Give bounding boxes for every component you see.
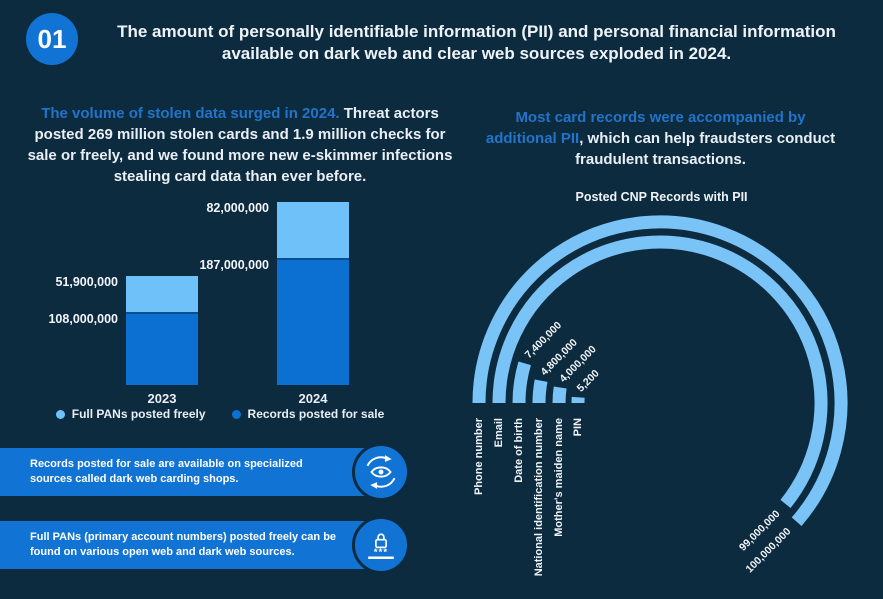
bar-segment-posted-for-sale: [126, 311, 198, 385]
left-intro-highlight: The volume of stolen data surged in 2024…: [41, 105, 340, 122]
callout-full-pans-text: Full PANs (primary account numbers) post…: [30, 531, 337, 558]
radial-arc: [492, 235, 828, 508]
radial-arc: [472, 215, 848, 526]
radial-category-label: Phone number: [473, 417, 485, 495]
left-intro-paragraph: The volume of stolen data surged in 2024…: [20, 103, 460, 187]
page-title: The amount of personally identifiable in…: [90, 21, 863, 64]
callout-full-pans: Full PANs (primary account numbers) post…: [0, 521, 392, 569]
radial-chart-title: Posted CNP Records with PII: [575, 190, 748, 204]
radial-category-label: Mother's maiden name: [553, 418, 565, 537]
right-intro-rest: , which can help fraudsters conduct frau…: [575, 130, 836, 168]
legend-dot-icon: [55, 409, 65, 419]
bar-category-label: 2024: [298, 391, 328, 406]
bar-category-label: 2023: [147, 391, 177, 406]
radial-arc: [512, 361, 531, 404]
legend-label: Records posted for sale: [247, 407, 385, 421]
legend-item: Full PANs posted freely: [55, 407, 206, 421]
radial-category-label: PIN: [572, 418, 584, 436]
bar-value-label: 187,000,000: [199, 257, 269, 272]
chart-legend: Full PANs posted freely Records posted fo…: [40, 407, 400, 421]
callout-records-for-sale: Records posted for sale are available on…: [0, 448, 392, 496]
svg-text:***: ***: [374, 547, 388, 558]
stacked-bar-chart: 108,000,000 51,900,000 2023 187,000,000 82,0…: [40, 195, 400, 430]
radial-arc: [552, 386, 567, 404]
right-intro-highlight: Most card records were accompanied by ad…: [485, 109, 806, 147]
bar-segment-full-pans: [277, 202, 349, 258]
bar-value-label: 108,000,000: [48, 311, 118, 326]
legend-dot-icon: [231, 409, 241, 419]
radial-arc: [532, 379, 548, 404]
bar-value-label: 51,900,000: [55, 275, 118, 290]
password-lock-icon: ***: [352, 516, 410, 574]
callout-records-for-sale-text: Records posted for sale are available on…: [30, 458, 303, 485]
radial-category-label: Email: [493, 418, 505, 447]
legend-label: Full PANs posted freely: [71, 407, 206, 421]
left-intro-rest: Threat actors posted 269 million stolen …: [27, 105, 453, 185]
bar-segment-posted-for-sale: [277, 257, 349, 385]
bar-value-label: 82,000,000: [206, 201, 269, 216]
radial-category-label: Date of birth: [513, 418, 525, 483]
radial-category-label: National identification number: [533, 417, 545, 576]
eye-monitor-icon: [352, 443, 410, 501]
section-number-badge: 01: [26, 13, 78, 65]
bar-segment-full-pans: [126, 276, 198, 312]
legend-item: Records posted for sale: [231, 407, 385, 421]
right-intro-paragraph: Most card records were accompanied by ad…: [483, 107, 838, 170]
page-title-text: The amount of personally identifiable in…: [117, 22, 836, 63]
